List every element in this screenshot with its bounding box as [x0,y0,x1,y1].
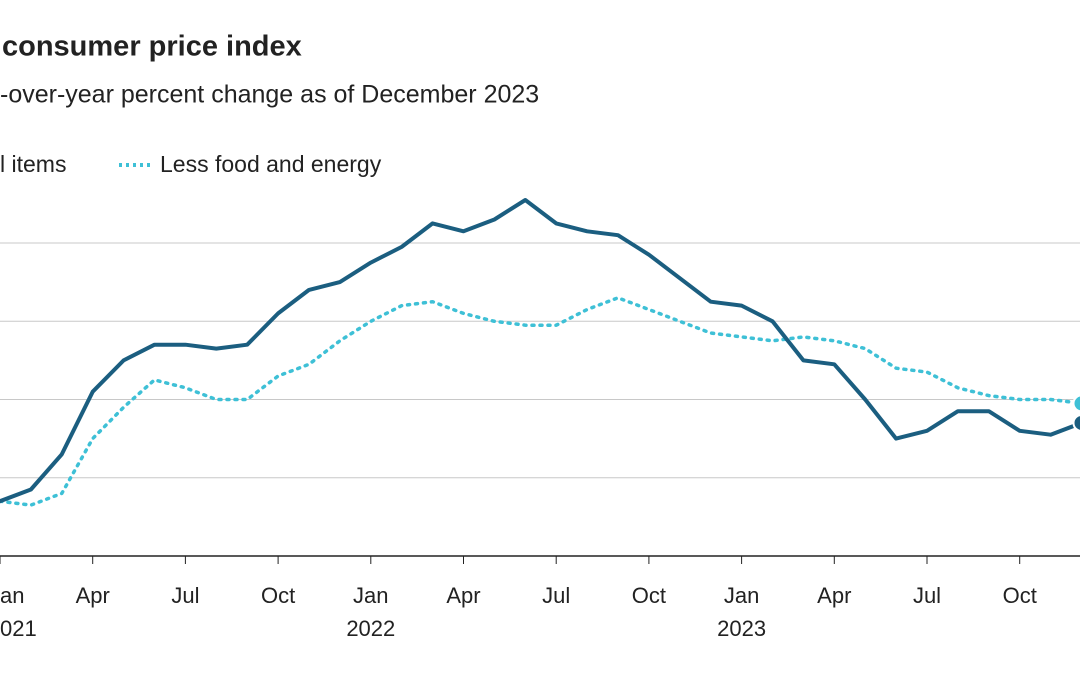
chart-title: consumer price index [2,31,302,63]
x-tick-label: Apr [76,583,110,608]
x-tick-label: Jul [913,583,941,608]
end-marker [1072,394,1080,413]
chart-subtitle: -over-year percent change as of December… [0,81,539,109]
series-line [0,198,1080,504]
end-marker [1072,414,1080,432]
x-year-label: 2022 [346,616,395,641]
x-tick-label: an [0,583,24,608]
legend-label: l items [0,151,66,177]
x-tick-label: Jul [171,583,199,608]
legend-label: Less food and energy [160,151,382,177]
x-tick-label: Oct [1003,583,1037,608]
series-line [0,296,1080,507]
x-tick-label: Oct [632,583,666,608]
x-tick-label: Apr [817,583,851,608]
x-tick-label: Jul [542,583,570,608]
x-year-label: 2023 [717,616,766,641]
x-tick-label: Apr [446,583,480,608]
x-year-label: 021 [0,616,37,641]
x-tick-label: Jan [724,583,759,608]
x-tick-label: Oct [261,583,295,608]
x-tick-label: Jan [353,583,388,608]
